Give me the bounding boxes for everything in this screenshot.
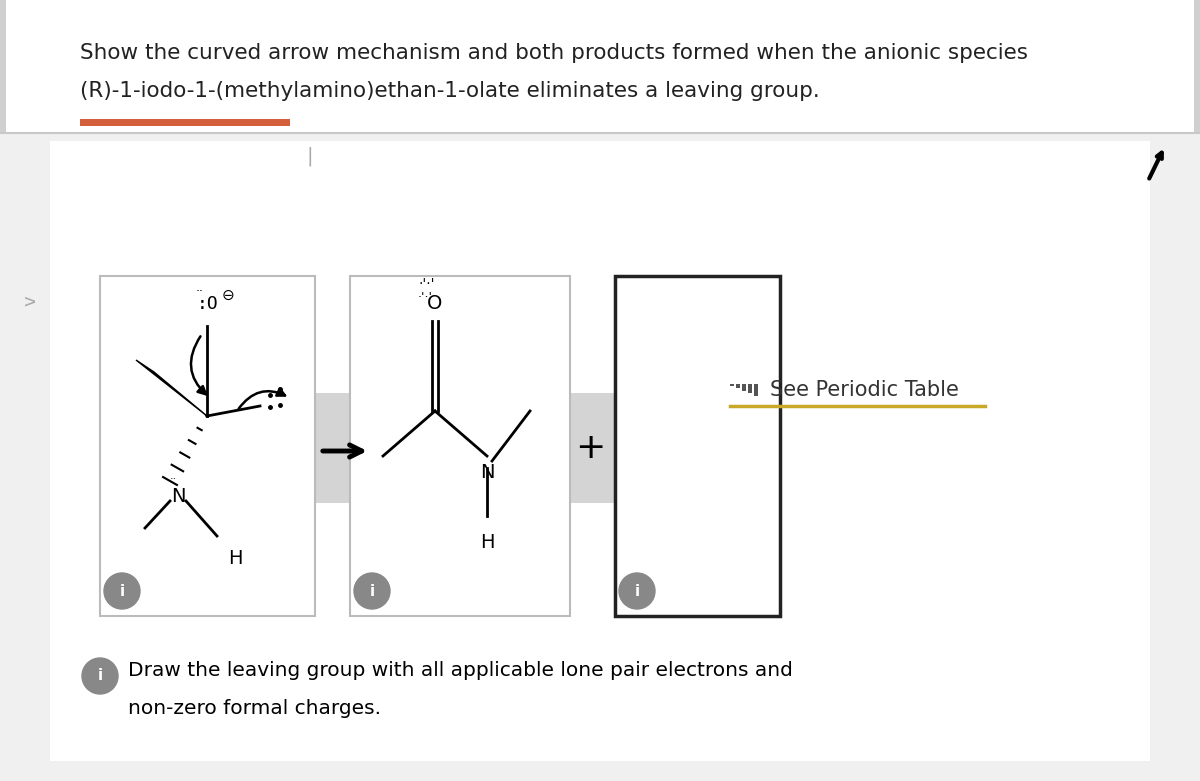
Bar bbox=[310, 393, 620, 503]
Bar bbox=[748, 384, 752, 393]
Circle shape bbox=[82, 658, 118, 694]
Bar bbox=[730, 384, 734, 386]
Text: i: i bbox=[120, 583, 125, 598]
Circle shape bbox=[354, 573, 390, 609]
Bar bbox=[80, 119, 290, 126]
Text: ⊖: ⊖ bbox=[222, 288, 235, 303]
Bar bbox=[730, 384, 734, 386]
Text: N: N bbox=[480, 463, 494, 482]
Text: +: + bbox=[575, 431, 605, 465]
Text: See Periodic Table: See Periodic Table bbox=[770, 380, 959, 400]
Bar bbox=[100, 276, 314, 616]
Bar bbox=[748, 384, 752, 393]
Bar bbox=[754, 384, 758, 396]
Bar bbox=[742, 384, 746, 391]
Text: Draw the leaving group with all applicable lone pair electrons and: Draw the leaving group with all applicab… bbox=[128, 662, 793, 680]
Circle shape bbox=[619, 573, 655, 609]
Bar bbox=[742, 384, 746, 391]
Bar bbox=[730, 384, 734, 386]
Text: :O: :O bbox=[197, 295, 218, 313]
Bar bbox=[736, 384, 740, 388]
Text: i: i bbox=[635, 583, 640, 598]
Text: H: H bbox=[480, 533, 494, 552]
Bar bbox=[0, 0, 6, 781]
Text: |: | bbox=[307, 146, 313, 166]
Circle shape bbox=[104, 573, 140, 609]
Polygon shape bbox=[136, 360, 208, 416]
Text: (R)-1-iodo-1-(methylamino)ethan-1-olate eliminates a leaving group.: (R)-1-iodo-1-(methylamino)ethan-1-olate … bbox=[80, 81, 820, 101]
Text: ··: ·· bbox=[196, 285, 204, 298]
Bar bbox=[730, 384, 734, 386]
Bar bbox=[50, 141, 1150, 761]
Text: N: N bbox=[170, 487, 185, 505]
Bar bbox=[616, 276, 780, 616]
Bar bbox=[748, 384, 752, 393]
Text: non-zero formal charges.: non-zero formal charges. bbox=[128, 700, 382, 719]
Text: ·'·': ·'·' bbox=[419, 277, 436, 291]
Text: ··: ·· bbox=[170, 474, 178, 484]
Text: i: i bbox=[370, 583, 374, 598]
Bar bbox=[1194, 0, 1200, 781]
Bar bbox=[754, 384, 758, 396]
Text: H: H bbox=[228, 549, 242, 568]
Bar bbox=[0, 133, 1200, 781]
Bar bbox=[350, 276, 570, 616]
Text: ·'·': ·'·' bbox=[418, 290, 433, 303]
Bar bbox=[754, 384, 758, 396]
Bar bbox=[742, 384, 746, 391]
Text: i: i bbox=[97, 669, 102, 683]
Text: Show the curved arrow mechanism and both products formed when the anionic specie: Show the curved arrow mechanism and both… bbox=[80, 43, 1028, 63]
Text: O: O bbox=[427, 294, 443, 313]
Bar bbox=[748, 384, 752, 393]
Bar bbox=[736, 384, 740, 388]
Text: v: v bbox=[22, 296, 38, 306]
Bar bbox=[736, 384, 740, 388]
Bar bbox=[742, 384, 746, 391]
Bar bbox=[736, 384, 740, 388]
Bar bbox=[754, 384, 758, 396]
